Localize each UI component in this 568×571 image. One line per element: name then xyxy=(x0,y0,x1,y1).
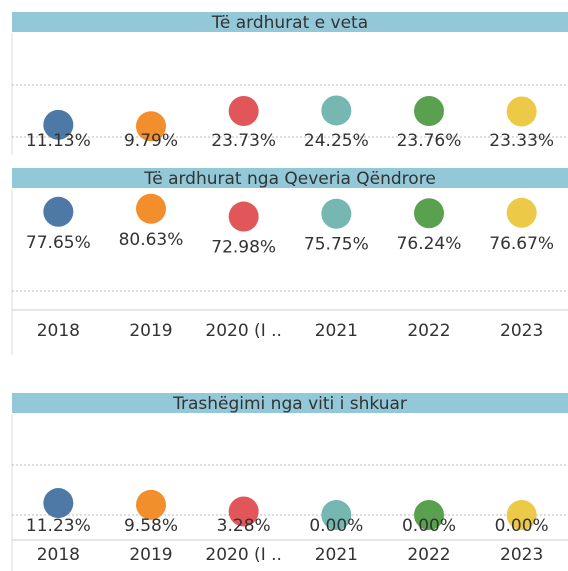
value-label: 72.98% xyxy=(211,238,276,258)
value-label: 23.33% xyxy=(489,131,554,151)
category-label: 2023 xyxy=(500,545,543,565)
value-label: 23.76% xyxy=(397,131,462,151)
value-label: 3.28% xyxy=(217,516,271,536)
panel-header xyxy=(12,12,568,32)
panel-title: Të ardhurat nga Qeveria Qëndrore xyxy=(143,169,436,189)
value-label: 9.79% xyxy=(124,131,178,151)
value-label: 77.65% xyxy=(26,233,91,253)
value-label: 0.00% xyxy=(309,516,363,536)
category-label: 2022 xyxy=(407,545,450,565)
panel-header xyxy=(12,168,568,188)
dot xyxy=(414,95,444,126)
category-label: 2021 xyxy=(315,545,358,565)
panel-title: Të ardhurat e veta xyxy=(211,13,368,33)
dot xyxy=(506,500,537,530)
value-label: 24.25% xyxy=(304,131,369,151)
value-label: 11.23% xyxy=(26,516,91,536)
dot xyxy=(43,488,74,519)
value-label: 23.73% xyxy=(211,131,276,151)
dot xyxy=(228,201,259,232)
value-label: 76.24% xyxy=(397,234,462,254)
dot xyxy=(506,96,537,127)
category-label: 2022 xyxy=(407,321,450,341)
value-label: 80.63% xyxy=(119,230,184,250)
dot xyxy=(136,193,166,224)
dot xyxy=(414,500,444,530)
dot xyxy=(321,198,352,229)
dot xyxy=(136,489,166,520)
category-label: 2020 (I .. xyxy=(205,321,282,341)
category-label: 2018 xyxy=(37,321,80,341)
value-label: 0.00% xyxy=(495,516,549,536)
value-label: 11.13% xyxy=(26,131,91,151)
panel-title: Trashëgimi nga viti i shkuar xyxy=(172,394,407,414)
dot xyxy=(321,95,352,126)
value-label: 75.75% xyxy=(304,235,369,255)
dot xyxy=(136,111,166,142)
category-label: 2018 xyxy=(37,545,80,565)
value-label: 0.00% xyxy=(402,516,456,536)
dot xyxy=(506,197,537,228)
category-label: 2019 xyxy=(129,545,172,565)
dot xyxy=(321,500,352,530)
panel-header xyxy=(12,393,568,413)
dot xyxy=(228,96,259,127)
value-label: 76.67% xyxy=(489,234,554,254)
category-label: 2019 xyxy=(129,321,172,341)
category-label: 2023 xyxy=(500,321,543,341)
category-label: 2020 (I .. xyxy=(205,545,282,565)
category-label: 2021 xyxy=(315,321,358,341)
dot xyxy=(414,198,444,229)
dot xyxy=(43,196,74,227)
dot xyxy=(43,109,74,140)
dot xyxy=(228,496,259,527)
value-label: 9.58% xyxy=(124,516,178,536)
